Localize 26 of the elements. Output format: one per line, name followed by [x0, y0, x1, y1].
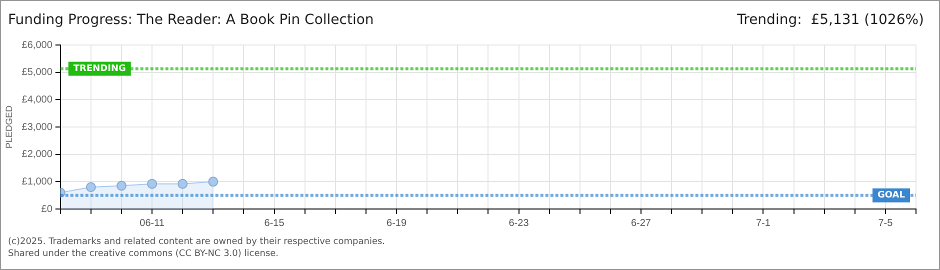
ref-line-label: TRENDING	[73, 64, 126, 74]
x-tick-label: 6-19	[386, 218, 407, 229]
point	[116, 180, 126, 191]
y-tick-label: £5,000	[22, 67, 53, 78]
point	[208, 176, 218, 187]
y-tick-label: £1,000	[22, 176, 53, 188]
chart-subtitle: Trending: £5,131 (1026%)	[737, 12, 924, 28]
y-tick-label: £2,000	[22, 149, 53, 160]
point	[147, 178, 158, 189]
chart-title: Funding Progress: The Reader: A Book Pin Collection	[8, 12, 374, 28]
x-tick-label: 6-15	[264, 218, 285, 229]
text: Shared under the creative commons (CC BY-NC 3.0) license.	[8, 249, 279, 259]
y-tick-label: £0	[41, 204, 53, 215]
ref-line-label: GOAL	[878, 190, 906, 201]
x-tick-label: 7-5	[878, 218, 894, 229]
point	[86, 182, 96, 192]
x-tick-label: 6-27	[630, 218, 652, 229]
x-tick-label: 06-11	[140, 218, 165, 229]
y-tick-label: £3,000	[22, 122, 53, 133]
y-tick-label: £4,000	[22, 94, 53, 106]
y-tick-label: £6,000	[22, 40, 53, 51]
point	[178, 178, 188, 189]
text: (c)2025. Trademarks and related content are owned by their respective companies.	[8, 237, 386, 247]
x-tick-label: 7-1	[756, 218, 771, 229]
x-tick-label: 6-23	[508, 218, 530, 229]
y-axis-title: PLEDGED	[4, 104, 14, 149]
